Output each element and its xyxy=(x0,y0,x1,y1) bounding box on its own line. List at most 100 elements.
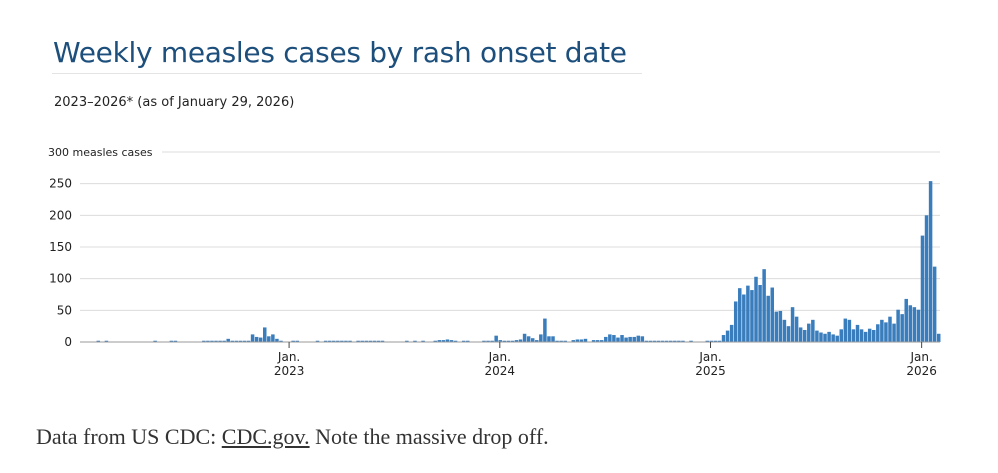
y-tick-label: 150 xyxy=(49,240,72,254)
bar xyxy=(591,340,596,342)
bar xyxy=(466,340,470,342)
bar xyxy=(258,337,263,342)
bar xyxy=(275,338,279,342)
bar xyxy=(709,340,714,342)
bar xyxy=(729,324,734,342)
bar xyxy=(599,340,604,342)
bar xyxy=(563,340,567,342)
bar xyxy=(912,307,917,342)
bar xyxy=(413,340,417,342)
bar xyxy=(628,336,632,342)
caption-prefix: Data from US CDC: xyxy=(36,424,222,449)
bar xyxy=(433,340,438,342)
bar xyxy=(660,340,665,342)
bar xyxy=(332,340,336,342)
x-tick-label: Jan. xyxy=(277,350,300,364)
chart-title: Weekly measles cases by rash onset date xyxy=(53,36,627,69)
bar xyxy=(453,340,458,342)
bar xyxy=(786,326,791,342)
bar xyxy=(681,340,685,342)
bar xyxy=(620,335,624,342)
bar xyxy=(916,309,921,342)
bar xyxy=(441,340,446,342)
title-divider xyxy=(52,73,642,74)
bar xyxy=(823,333,827,342)
bar xyxy=(445,339,450,342)
bar xyxy=(518,339,523,342)
bar xyxy=(153,340,157,342)
bar xyxy=(559,340,563,342)
bar xyxy=(323,340,328,342)
bar xyxy=(673,340,677,342)
bar xyxy=(713,340,718,342)
bar xyxy=(535,340,539,342)
bar xyxy=(461,340,466,342)
bar xyxy=(896,309,900,342)
bar xyxy=(794,316,799,342)
bar xyxy=(843,318,848,342)
bar xyxy=(636,335,641,342)
bar xyxy=(725,330,730,342)
bar xyxy=(486,340,490,342)
bar xyxy=(928,181,933,342)
bar xyxy=(226,338,230,342)
bar xyxy=(807,323,811,342)
bar xyxy=(498,340,502,342)
bar xyxy=(790,307,795,342)
bar xyxy=(295,340,299,342)
bar xyxy=(835,335,839,342)
bar xyxy=(267,336,271,342)
bar xyxy=(230,340,235,342)
bar xyxy=(494,335,498,342)
bar xyxy=(677,340,681,342)
bar xyxy=(766,295,770,342)
bar xyxy=(689,340,693,342)
caption-suffix: Note the massive drop off. xyxy=(309,424,549,449)
bar xyxy=(96,340,101,342)
bar xyxy=(214,340,218,342)
bar xyxy=(206,340,210,342)
bar xyxy=(936,333,941,342)
bar xyxy=(851,329,856,342)
bar xyxy=(774,311,779,342)
bar xyxy=(583,338,588,342)
bar xyxy=(502,340,507,342)
bar xyxy=(506,340,511,342)
bar xyxy=(624,337,628,342)
bar xyxy=(811,319,815,342)
bar xyxy=(315,340,320,342)
bar xyxy=(604,336,608,342)
bar xyxy=(920,235,925,342)
bar xyxy=(250,334,255,342)
x-tick-label: Jan. xyxy=(698,350,721,364)
bar xyxy=(246,340,251,342)
bar xyxy=(510,340,515,342)
bar xyxy=(279,340,283,342)
bar xyxy=(539,334,543,342)
bar xyxy=(263,327,267,342)
bar xyxy=(530,338,535,342)
bar xyxy=(340,340,344,342)
bar xyxy=(344,340,348,342)
bar xyxy=(291,340,295,342)
bar xyxy=(368,340,373,342)
bar xyxy=(210,340,214,342)
bar xyxy=(169,340,174,342)
bar xyxy=(571,340,576,342)
y-tick-label: 100 xyxy=(49,272,72,286)
bar xyxy=(831,334,835,342)
bar xyxy=(892,323,896,342)
bar xyxy=(482,340,486,342)
bar xyxy=(242,340,247,342)
bar xyxy=(421,340,425,342)
bar xyxy=(327,340,332,342)
cdc-link[interactable]: CDC.gov. xyxy=(221,424,310,449)
bar xyxy=(888,316,892,342)
y-tick-label: 50 xyxy=(57,303,72,317)
bar xyxy=(254,336,259,342)
bar xyxy=(336,340,340,342)
bar xyxy=(656,340,661,342)
x-tick-label: 2025 xyxy=(695,364,726,378)
x-tick-label: 2023 xyxy=(274,364,305,378)
